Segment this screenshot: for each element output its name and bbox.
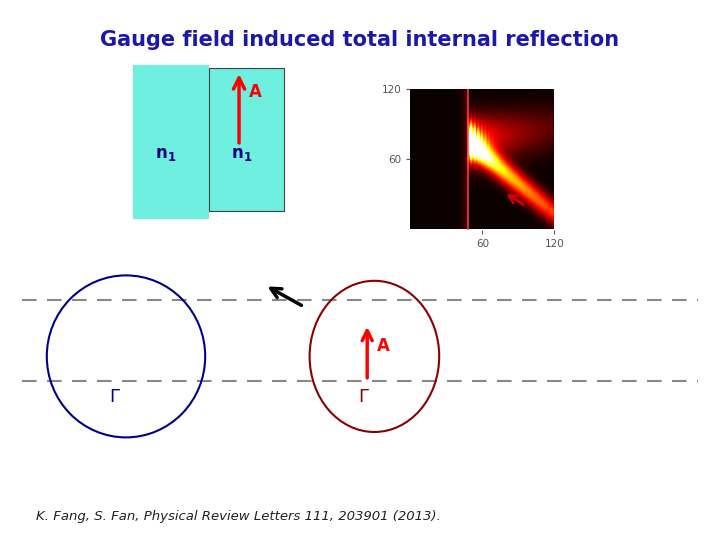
Bar <box>209 68 284 211</box>
Text: $\mathbf{n_1}$: $\mathbf{n_1}$ <box>155 145 176 163</box>
Bar <box>133 65 209 219</box>
Text: $\mathbf{n_1}$: $\mathbf{n_1}$ <box>230 145 252 163</box>
Text: $\Gamma$: $\Gamma$ <box>109 388 121 406</box>
Text: A: A <box>377 336 390 355</box>
Text: A: A <box>249 83 262 101</box>
Text: $\Gamma$: $\Gamma$ <box>358 388 369 406</box>
Text: Gauge field induced total internal reflection: Gauge field induced total internal refle… <box>100 30 620 50</box>
Text: K. Fang, S. Fan, Physical Review Letters 111, 203901 (2013).: K. Fang, S. Fan, Physical Review Letters… <box>36 510 441 523</box>
